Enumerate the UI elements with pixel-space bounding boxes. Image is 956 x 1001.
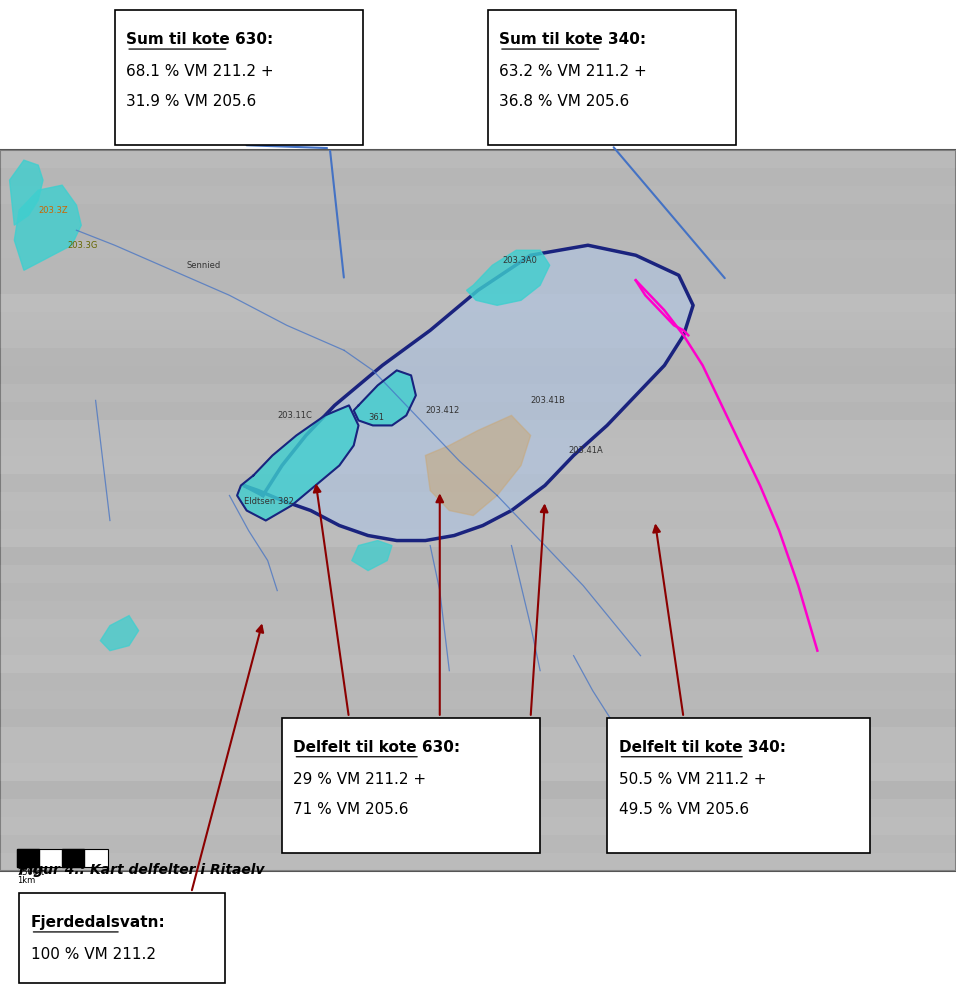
Bar — [0, 745, 956, 763]
Text: 203.3G: 203.3G — [67, 241, 98, 250]
Bar — [0, 601, 956, 619]
Bar — [0, 709, 956, 727]
Bar — [0, 420, 956, 438]
Bar — [0, 168, 956, 186]
Bar — [0, 276, 956, 294]
Bar — [0, 619, 956, 637]
Bar — [0, 348, 956, 366]
Bar — [0, 799, 956, 817]
Bar — [0, 529, 956, 547]
Text: 71 % VM 205.6: 71 % VM 205.6 — [293, 802, 409, 817]
Bar — [0, 691, 956, 709]
Bar — [0, 204, 956, 222]
Bar — [0, 294, 956, 312]
Bar — [0, 511, 956, 529]
Text: 203.412: 203.412 — [425, 406, 460, 415]
Bar — [282, 718, 540, 853]
Bar — [0, 474, 956, 492]
Text: Eldtsen 382: Eldtsen 382 — [244, 496, 293, 506]
Text: 2500ft: 2500ft — [17, 868, 44, 877]
Bar — [0, 763, 956, 781]
Bar — [0, 186, 956, 204]
Bar — [19, 893, 225, 983]
Text: Fjerdedalsvatn:: Fjerdedalsvatn: — [31, 915, 165, 930]
Text: 29 % VM 211.2 +: 29 % VM 211.2 + — [293, 772, 426, 787]
Polygon shape — [237, 405, 358, 521]
Text: 203.3A0: 203.3A0 — [502, 256, 536, 265]
Bar — [488, 10, 736, 145]
Text: 50.5 % VM 211.2 +: 50.5 % VM 211.2 + — [619, 772, 766, 787]
Bar — [0, 817, 956, 835]
Bar — [0, 781, 956, 799]
Polygon shape — [62, 849, 84, 867]
Text: Sum til kote 630:: Sum til kote 630: — [126, 32, 273, 47]
Bar — [0, 150, 956, 168]
Bar — [0, 673, 956, 691]
Bar — [0, 330, 956, 348]
Text: Delfelt til kote 630:: Delfelt til kote 630: — [293, 740, 461, 755]
Bar — [0, 835, 956, 853]
Bar — [0, 438, 956, 456]
Bar — [0, 853, 956, 871]
Text: 361: 361 — [368, 413, 384, 422]
Bar — [0, 583, 956, 601]
Bar — [0, 492, 956, 511]
Bar — [0, 258, 956, 276]
Bar — [17, 849, 108, 867]
Polygon shape — [10, 160, 43, 225]
Bar — [0, 565, 956, 583]
Polygon shape — [17, 849, 39, 867]
Text: Sum til kote 340:: Sum til kote 340: — [499, 32, 646, 47]
Bar — [0, 150, 956, 871]
Text: 49.5 % VM 205.6: 49.5 % VM 205.6 — [619, 802, 749, 817]
Bar — [115, 10, 363, 145]
Text: 36.8 % VM 205.6: 36.8 % VM 205.6 — [499, 94, 629, 109]
Text: 100 % VM 211.2: 100 % VM 211.2 — [31, 947, 156, 962]
Polygon shape — [100, 616, 139, 651]
Bar — [0, 637, 956, 655]
Polygon shape — [352, 541, 392, 571]
Bar — [0, 547, 956, 565]
Bar — [607, 718, 870, 853]
Text: 203.41A: 203.41A — [569, 446, 603, 455]
Text: Delfelt til kote 340:: Delfelt til kote 340: — [619, 740, 786, 755]
Text: 203.11C: 203.11C — [277, 411, 312, 420]
Polygon shape — [425, 415, 531, 516]
Text: 63.2 % VM 211.2 +: 63.2 % VM 211.2 + — [499, 64, 647, 79]
Bar — [0, 655, 956, 673]
Bar — [0, 384, 956, 402]
Text: 1km: 1km — [17, 876, 35, 885]
Polygon shape — [467, 250, 550, 305]
Bar — [0, 456, 956, 474]
Bar — [0, 727, 956, 745]
Bar — [0, 240, 956, 258]
Bar — [0, 402, 956, 420]
Text: 203.3Z: 203.3Z — [38, 206, 68, 215]
Text: 68.1 % VM 211.2 +: 68.1 % VM 211.2 + — [126, 64, 273, 79]
Text: 31.9 % VM 205.6: 31.9 % VM 205.6 — [126, 94, 256, 109]
Text: Sennied: Sennied — [186, 261, 221, 270]
Text: Figur 4.: Kart delfelter i Ritaelv: Figur 4.: Kart delfelter i Ritaelv — [19, 863, 265, 877]
Bar — [0, 312, 956, 330]
Bar — [0, 222, 956, 240]
Polygon shape — [354, 370, 416, 425]
Bar — [0, 366, 956, 384]
Polygon shape — [14, 185, 81, 270]
Polygon shape — [244, 245, 693, 541]
Text: 203.41B: 203.41B — [531, 396, 565, 405]
